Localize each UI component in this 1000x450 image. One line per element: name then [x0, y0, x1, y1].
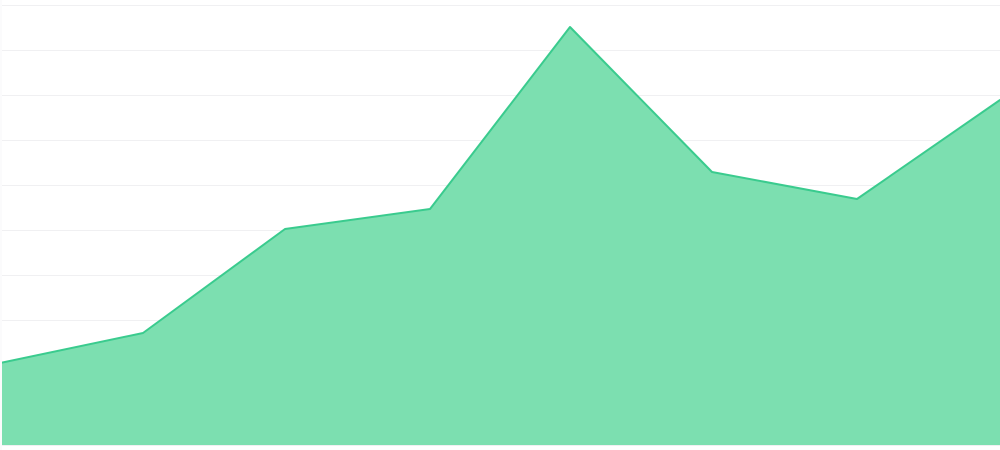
area-series-fill	[0, 27, 1000, 445]
area-series-line	[0, 26, 1000, 364]
